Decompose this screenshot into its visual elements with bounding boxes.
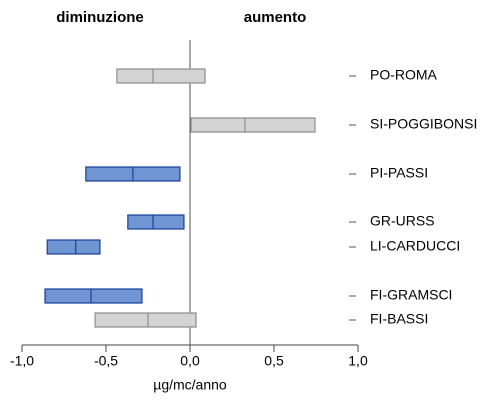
left-header: diminuzione: [56, 9, 144, 26]
category-label: SI-POGGIBONSI: [370, 116, 477, 132]
category-label: LI-CARDUCCI: [370, 238, 460, 254]
x-tick-label: 0,5: [264, 353, 284, 369]
category-label: FI-GRAMSCI: [370, 287, 452, 303]
category-label: PO-ROMA: [370, 67, 438, 83]
range-bar: [44, 288, 143, 304]
x-axis-label: µg/mc/anno: [153, 377, 227, 393]
category-label: PI-PASSI: [370, 165, 428, 181]
range-bar: [127, 214, 185, 230]
category-label: FI-BASSI: [370, 311, 428, 327]
x-tick-label: 1,0: [348, 353, 368, 369]
x-tick-label: -1,0: [10, 353, 34, 369]
right-header: aumento: [244, 9, 307, 26]
x-tick-label: -0,5: [94, 353, 118, 369]
range-bar: [94, 312, 197, 328]
range-bar: [116, 68, 206, 84]
category-label: GR-URSS: [370, 213, 435, 229]
x-tick-label: 0,0: [180, 353, 200, 369]
range-bar: [190, 117, 316, 133]
range-bar: [46, 239, 101, 255]
